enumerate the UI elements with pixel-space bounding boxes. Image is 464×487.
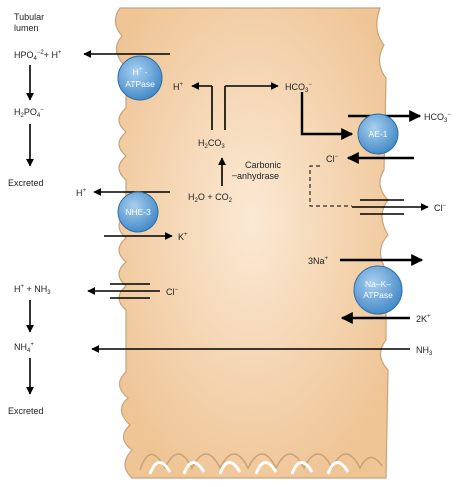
- h-nh3-label: H+ + NH3: [14, 284, 51, 296]
- carbonic-anhydrase-line2: anhydrase: [237, 171, 279, 181]
- na-k-atpase-label-line1: Na–K–: [365, 279, 391, 289]
- na-k-atpase-label-line2: ATPase: [363, 290, 393, 300]
- hco3-blood-label: HCO3−: [424, 112, 451, 124]
- excreted-label-1: Excreted: [8, 178, 44, 188]
- lumen-title-line1: Tubular: [14, 12, 44, 22]
- h2po4-label: H2PO4−: [14, 107, 44, 119]
- nhe3-label: NHE-3: [125, 207, 151, 217]
- nh4-label: NH4+: [14, 342, 34, 354]
- nh3-blood-label: NH3: [416, 345, 433, 357]
- ae1-label: AE-1: [369, 129, 388, 139]
- cl-blood-label: Cl−: [434, 203, 447, 213]
- carbonic-anhydrase-line1: Carbonic: [245, 160, 282, 170]
- excreted-label-2: Excreted: [8, 406, 44, 416]
- hpo4-label: HPO4−2+ H+: [14, 50, 62, 62]
- lumen-title-line2: lumen: [14, 23, 39, 33]
- two-k-label: 2K+: [416, 314, 431, 324]
- h-atpase-label-line2: ATPase: [125, 79, 155, 89]
- h-atpase-transporter: [118, 56, 162, 100]
- h-nhe-label: H+: [76, 188, 87, 198]
